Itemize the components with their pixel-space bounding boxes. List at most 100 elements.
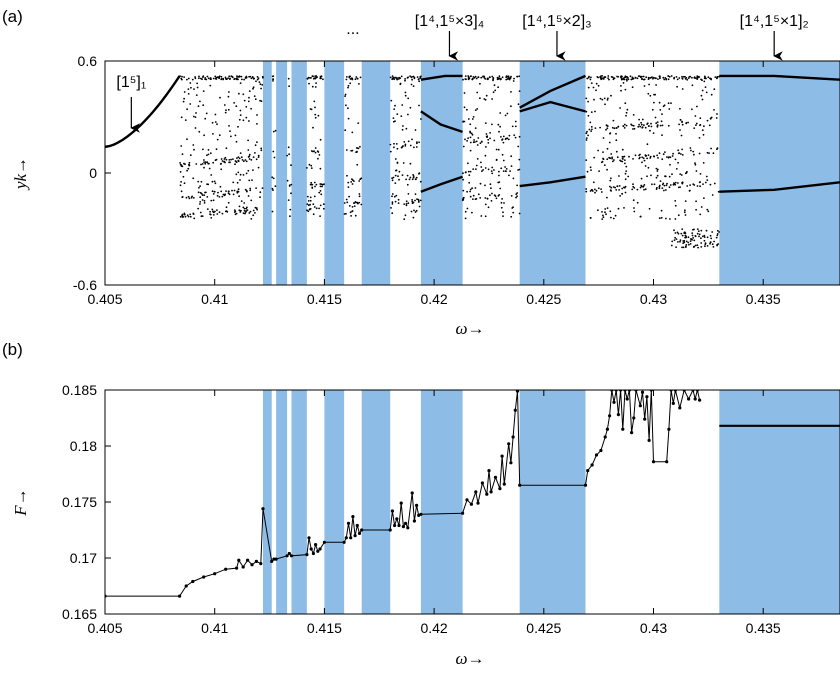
panel-a-point-2057 [687,121,689,124]
panel-a-point-2337 [679,119,682,121]
panel-a-point-226 [705,91,708,94]
panel-a-point-1914 [510,75,512,78]
panel-a-point-1858 [473,139,475,141]
panel-a-point-1149 [517,103,520,106]
panel-a-point-1584 [205,112,208,115]
panel-b-point-78 [608,414,612,418]
panel-a-point-2132 [289,208,292,211]
panel-b-point-17 [274,557,278,561]
panel-b-point-55 [474,490,478,494]
panel-a-point-764 [495,158,498,161]
panel-a-point-2138 [483,98,486,100]
panel-a-point-1814 [472,198,474,201]
panel-a-point-1136 [488,76,491,78]
panel-a-point-1479 [236,190,239,193]
panel-b-point-52 [461,511,465,515]
panel-a-point-1810 [649,77,652,79]
panel-a-point-2329 [232,158,234,161]
panel-a-point-1199 [314,151,317,154]
panel-a-point-290 [700,229,703,232]
panel-a-point-2062 [633,210,636,213]
panel-a-point-554 [632,183,634,186]
panel-a-point-2043 [591,128,593,131]
panel-b-point-20 [289,554,294,558]
panel-a-point-256 [415,176,418,179]
panel-a-point-1056 [518,90,521,92]
panel-a-point-2520 [347,107,349,110]
panel-a-point-1632 [611,157,613,160]
panel-a-point-2298 [697,246,699,249]
panel-a-point-731 [245,172,248,175]
panel-a-point-2310 [248,75,251,78]
panel-a-point-2393 [685,172,688,174]
panel-a-point-2532 [320,193,323,196]
panel-a-point-578 [712,152,715,155]
panel-a-point-2246 [481,170,483,173]
panel-a-point-1998 [684,77,687,80]
panel-a-point-1540 [349,82,352,85]
panel-a-point-2320 [345,198,348,201]
panel-b-point-35 [355,523,359,528]
panel-a-point-1460 [590,126,593,128]
panel-a-point-986 [609,157,612,160]
panel-a-window-4-lower-b [420,175,463,193]
panel-a-point-369 [189,103,192,105]
panel-a-point-1823 [484,167,487,169]
panel-b: (b) 0.405 0.41 0.415 0.42 0.425 0.43 0.435 0.1… [2,340,840,668]
panel-a-point-1815 [186,214,189,217]
panel-a-shaded-interval-5 [420,61,463,285]
panel-a-point-1700 [511,125,514,128]
panel-a-point-470 [418,141,420,144]
panel-b-point-27 [318,547,322,551]
panel-a-point-1095 [248,120,250,122]
panel-a-point-1946 [644,126,647,129]
panel-a-point-2288 [205,78,208,81]
panel-a-point-1059 [484,154,487,157]
panel-b-y-tick-label-0: 0.165 [62,606,97,622]
panel-a-point-1244 [679,240,681,243]
panel-a-point-1578 [221,195,224,198]
panel-a-point-2040 [395,143,398,145]
panel-a-point-26 [250,218,253,220]
panel-a-point-2331 [199,191,202,194]
annotation-label-0: [1⁵]₁ [116,74,146,91]
panel-b-point-70 [518,483,522,487]
panel-a-point-600 [187,77,190,80]
panel-a-point-1381 [405,203,408,205]
panel-a-shaded-interval-4 [361,61,391,285]
panel-a-point-1114 [638,118,640,121]
panel-a-point-2343 [351,149,354,152]
panel-a-point-1710 [191,78,194,81]
panel-a-point-862 [236,157,238,160]
panel-a-point-1262 [358,83,360,85]
panel-a-point-2371 [181,196,184,199]
panel-a-point-495 [315,82,317,84]
panel-a-point-1049 [607,97,609,100]
panel-b-point-2 [184,584,188,588]
panel-a-point-2169 [316,150,319,153]
panel-a-point-2527 [245,76,248,79]
panel-a-point-594 [492,91,495,94]
panel-a-point-162 [228,75,231,78]
panel-b-point-94 [645,395,649,399]
panel-a-point-2476 [587,76,590,79]
panel-a-point-2430 [688,190,691,192]
panel-a-point-1005 [225,147,228,150]
panel-a-point-1055 [687,241,690,244]
panel-a-point-2364 [416,76,419,78]
panel-a-point-529 [476,108,479,110]
panel-a-point-2249 [716,77,718,80]
panel-a-point-1243 [209,152,212,155]
panel-a-point-2387 [706,208,709,211]
panel-a-point-516 [702,183,704,186]
panel-a-point-1090 [234,160,237,162]
panel-a-point-1518 [470,132,473,135]
panel-a-point-2382 [680,134,683,137]
panel-a-point-2058 [197,180,200,183]
panel-a-point-1758 [655,84,657,86]
panel-a-point-1981 [502,211,504,214]
panel-b-point-32 [349,536,353,540]
panel-a-point-2199 [601,98,604,101]
panel-b-point-11 [250,563,254,567]
panel-a-point-959 [604,103,606,106]
